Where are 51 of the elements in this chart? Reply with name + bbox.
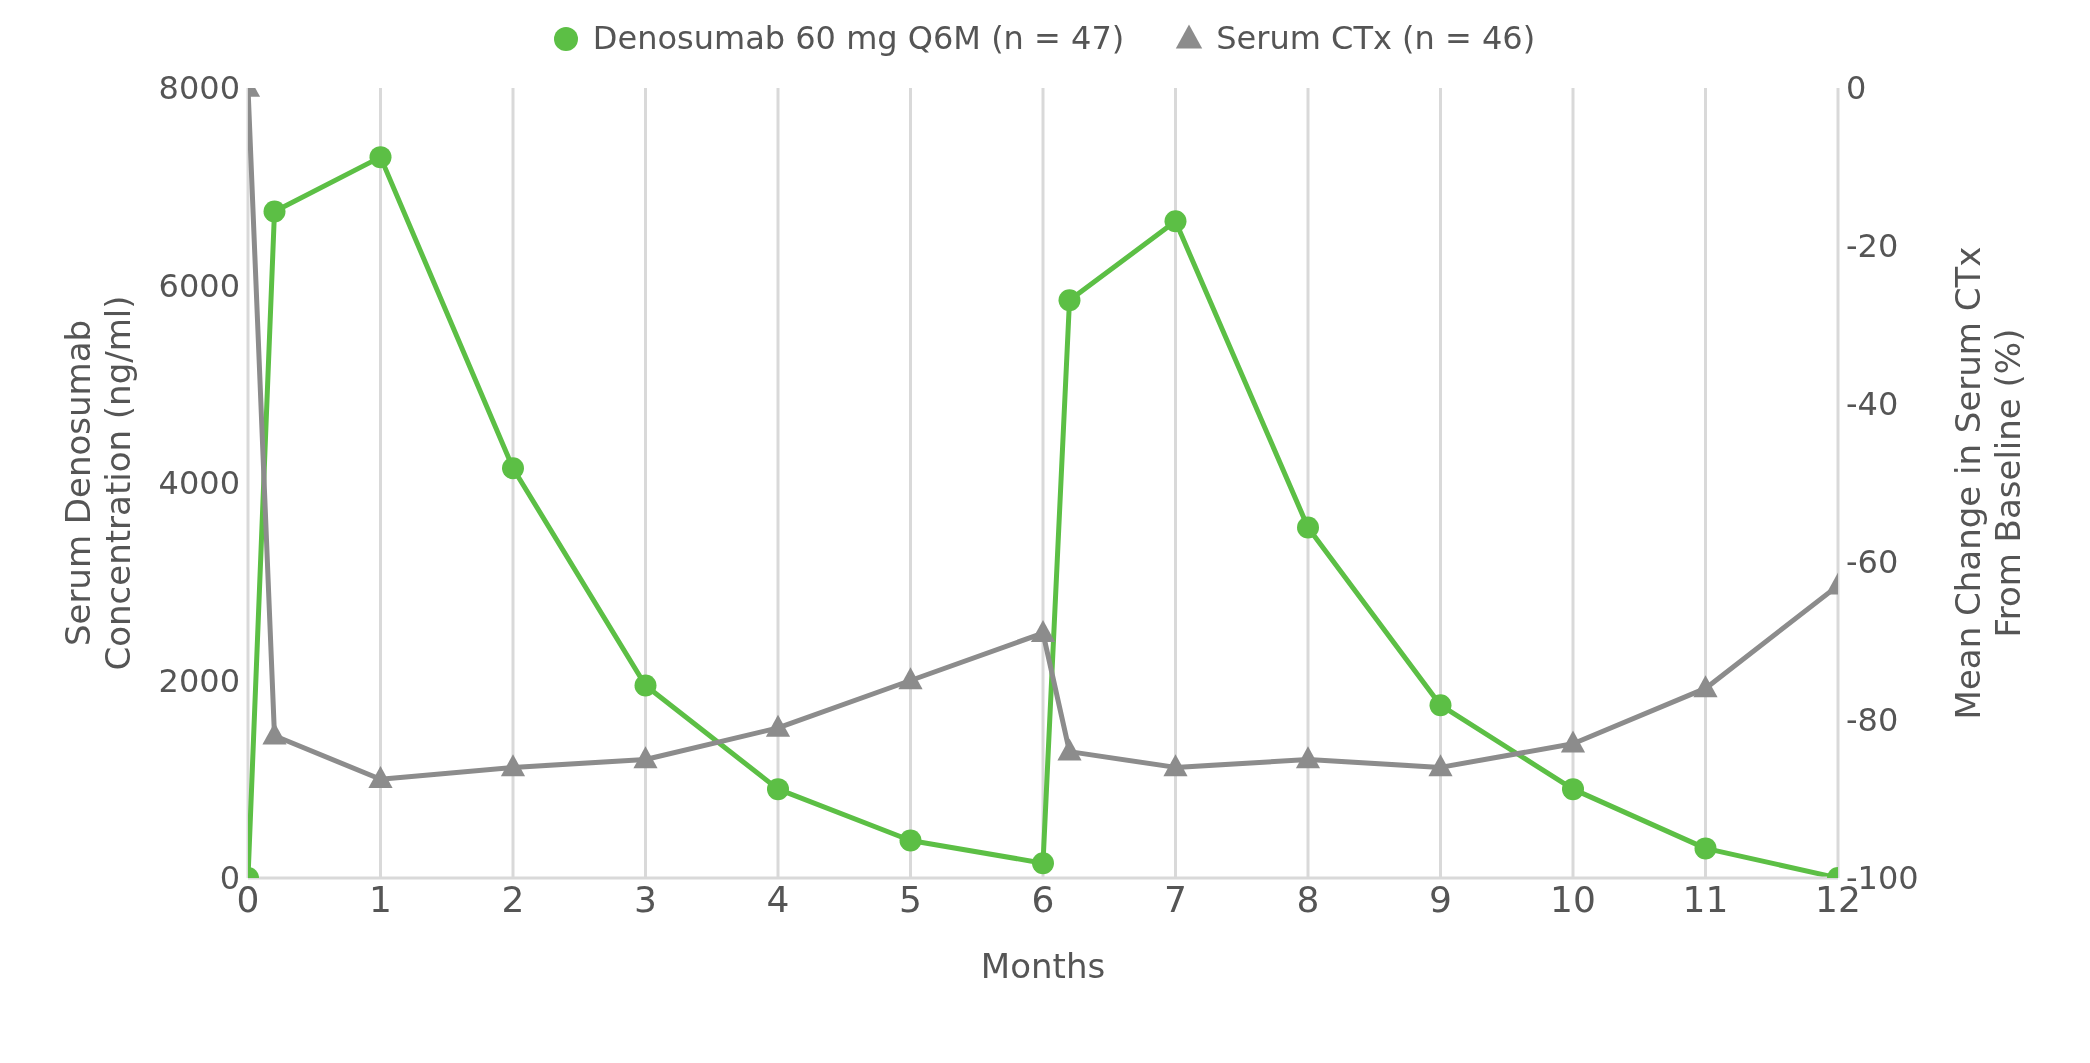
point xyxy=(1057,738,1082,761)
point xyxy=(1694,837,1717,860)
point xyxy=(1295,746,1321,769)
x-tick-label: 8 xyxy=(1296,878,1320,920)
y-tick-label: 6000 xyxy=(158,266,240,305)
point xyxy=(1428,754,1453,777)
y-tick-label: 4000 xyxy=(158,464,240,503)
x-tick-label: 10 xyxy=(1550,878,1596,920)
x-tick-label: 7 xyxy=(1164,878,1187,920)
y-tick-label: 8000 xyxy=(158,69,240,108)
x-tick-label: 4 xyxy=(766,878,790,920)
x-tick-label: 11 xyxy=(1682,878,1729,920)
y2-tick-label: -60 xyxy=(1846,543,1899,582)
x-tick-label: 9 xyxy=(1429,878,1452,920)
point xyxy=(262,722,287,745)
y2-tick-label: -40 xyxy=(1846,385,1899,424)
y2-tick-label: 0 xyxy=(1846,69,1867,108)
point xyxy=(634,674,657,697)
point xyxy=(1560,730,1586,753)
point xyxy=(1032,852,1054,875)
point xyxy=(1562,778,1584,801)
point xyxy=(767,778,789,801)
x-tick-label: 2 xyxy=(501,878,525,920)
x-tick-label: 6 xyxy=(1031,878,1055,920)
point xyxy=(1164,210,1187,233)
point xyxy=(263,200,286,223)
point xyxy=(633,746,658,769)
point xyxy=(1163,754,1188,777)
x-axis-title: Months xyxy=(980,946,1106,986)
point xyxy=(898,667,923,690)
point xyxy=(1030,619,1056,642)
point xyxy=(765,714,791,737)
y2-axis-title: Mean Change in Serum CTx From Baseline (%) xyxy=(1948,246,2028,720)
legend-label: Serum CTx (n = 46) xyxy=(1215,19,1536,57)
x-tick-label: 3 xyxy=(634,878,657,920)
point xyxy=(1058,289,1081,312)
y2-tick-label: -80 xyxy=(1846,701,1899,740)
x-tick-label: 1 xyxy=(369,878,392,920)
x-tick-label: 5 xyxy=(899,878,922,920)
point xyxy=(1429,694,1452,717)
point xyxy=(502,457,524,480)
y-axis-title: Serum Denosumab Concentration (ng/ml) xyxy=(58,295,138,671)
y2-tick-label: -20 xyxy=(1846,227,1899,266)
point xyxy=(1693,675,1718,698)
point xyxy=(500,754,526,777)
point xyxy=(368,766,393,789)
point xyxy=(369,146,392,169)
legend-label: Denosumab 60 mg Q6M (n = 47) xyxy=(591,19,1125,57)
y-tick-label: 2000 xyxy=(158,661,240,700)
point xyxy=(1297,516,1319,539)
point xyxy=(899,829,922,852)
